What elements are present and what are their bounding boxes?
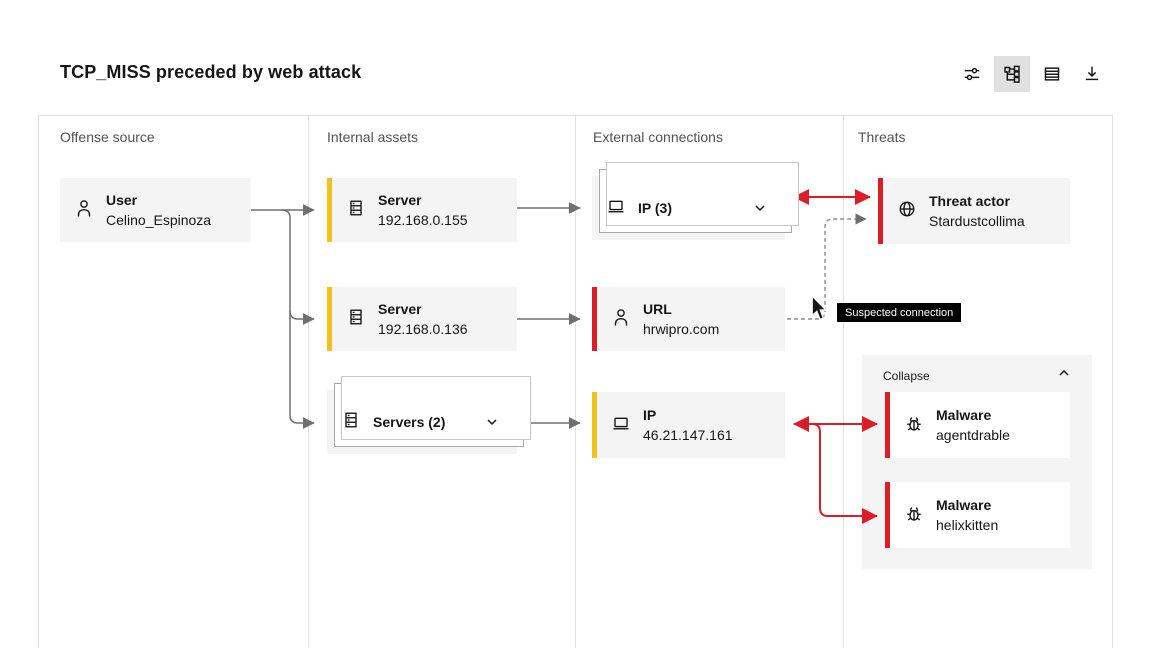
tree-view-button[interactable]: [994, 56, 1030, 92]
settings-adjust-button[interactable]: [954, 56, 990, 92]
suspected-connection-tooltip: Suspected connection: [837, 303, 962, 322]
node-url[interactable]: URL hrwipro.com: [592, 287, 785, 351]
collapse-header[interactable]: Collapse: [862, 355, 1092, 386]
node-malware1[interactable]: Malware agentdrable: [885, 392, 1070, 458]
node-user[interactable]: User Celino_Espinoza: [60, 178, 251, 242]
node-threat-actor[interactable]: Threat actor Stardustcollima: [878, 178, 1070, 244]
node-value: agentdrable: [936, 427, 1010, 443]
node-title: IP (3): [638, 200, 672, 216]
server-icon: [346, 307, 366, 332]
user-icon: [74, 198, 94, 223]
column-header-internal-assets: Internal assets: [327, 129, 419, 145]
column-divider: [308, 115, 309, 648]
chevron-down-icon[interactable]: [749, 197, 771, 219]
node-ip-group[interactable]: IP (3): [592, 176, 785, 240]
node-title: Malware: [936, 407, 992, 423]
screen-icon: [611, 413, 631, 438]
node-malware2[interactable]: Malware helixkitten: [885, 482, 1070, 548]
collapse-label: Collapse: [883, 368, 930, 383]
data-table-button[interactable]: [1034, 56, 1070, 92]
server-icon: [346, 198, 366, 223]
node-title: Malware: [936, 497, 992, 513]
column-divider: [843, 115, 844, 648]
column-header-threats: Threats: [858, 129, 906, 145]
node-value: hrwipro.com: [643, 321, 720, 337]
malware-bug-icon: [904, 503, 924, 528]
node-value: helixkitten: [936, 517, 999, 533]
user-icon: [611, 307, 631, 332]
chevron-up-icon[interactable]: [1056, 365, 1072, 386]
screen-icon: [606, 196, 626, 221]
node-value: 46.21.147.161: [643, 427, 733, 443]
node-server2[interactable]: Server 192.168.0.136: [327, 287, 517, 351]
node-title: Server: [378, 192, 422, 208]
node-title: User: [106, 192, 138, 208]
download-button[interactable]: [1074, 56, 1110, 92]
node-value: 192.168.0.136: [378, 321, 468, 337]
download-icon: [1083, 65, 1101, 83]
settings-adjust-icon: [963, 65, 981, 83]
node-value: Celino_Espinoza: [106, 212, 212, 228]
tree-view-icon: [1003, 65, 1021, 83]
node-title: Server: [378, 301, 422, 317]
column-divider: [575, 115, 576, 648]
server-icon: [341, 410, 361, 435]
node-title: Threat actor: [929, 193, 1010, 209]
column-header-external-connections: External connections: [593, 129, 723, 145]
node-servers-group[interactable]: Servers (2): [327, 390, 517, 454]
node-title: Servers (2): [373, 414, 446, 430]
view-toolbar: [954, 56, 1110, 92]
node-value: Stardustcollima: [929, 213, 1025, 229]
chevron-down-icon[interactable]: [481, 411, 503, 433]
node-title: URL: [643, 301, 672, 317]
globe-icon: [897, 199, 917, 224]
node-ip[interactable]: IP 46.21.147.161: [592, 392, 785, 458]
data-table-icon: [1043, 65, 1061, 83]
page-title: TCP_MISS preceded by web attack: [60, 62, 362, 82]
mouse-cursor: [810, 294, 830, 327]
node-value: 192.168.0.155: [378, 212, 468, 228]
node-server1[interactable]: Server 192.168.0.155: [327, 178, 517, 242]
malware-bug-icon: [904, 413, 924, 438]
column-header-offense-source: Offense source: [60, 129, 155, 145]
node-title: IP: [643, 407, 657, 423]
